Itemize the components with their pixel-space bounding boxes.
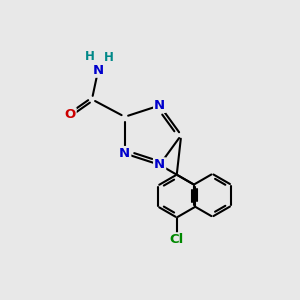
Text: N: N bbox=[119, 147, 130, 160]
Text: Cl: Cl bbox=[169, 233, 184, 246]
Text: N: N bbox=[154, 99, 165, 112]
Text: O: O bbox=[64, 108, 76, 121]
Text: N: N bbox=[93, 64, 104, 77]
Text: N: N bbox=[154, 158, 165, 171]
Text: H: H bbox=[85, 50, 95, 63]
Text: H: H bbox=[104, 51, 114, 64]
